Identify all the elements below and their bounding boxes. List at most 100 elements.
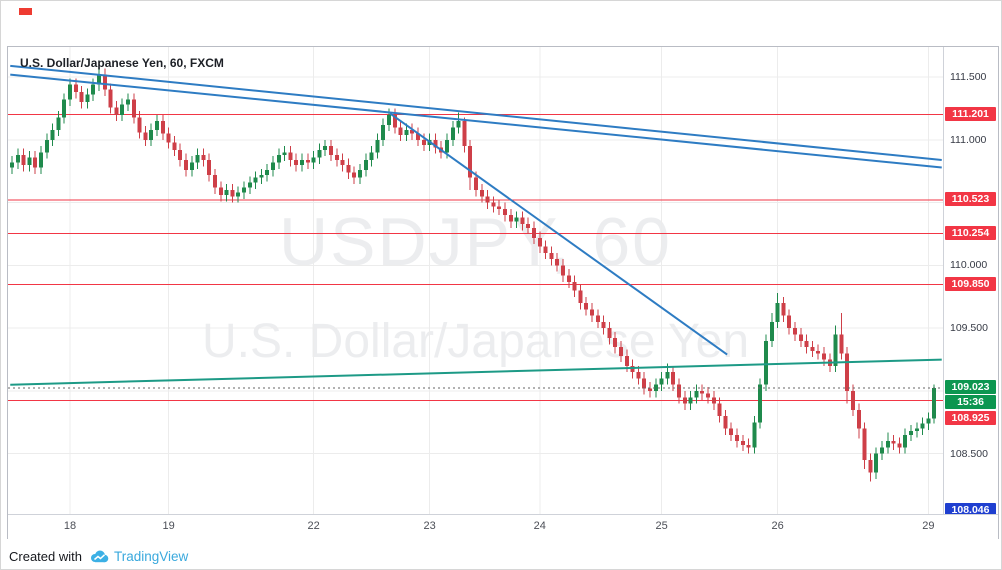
candle-body-down [601,321,606,329]
candle-body-down [810,347,815,351]
candlestick-chart[interactable] [8,47,943,514]
candle-body-up [758,384,763,423]
candle-body-down [305,159,310,163]
candle-body-down [392,114,397,128]
candle-body-down [33,157,38,168]
candle-body-up [752,422,757,448]
candle-body-up [317,149,322,158]
chart-plot[interactable]: USDJPY, 60 U.S. Dollar/Japanese Yen U.S.… [8,47,943,514]
candle-body-down [532,227,536,238]
candle-body-down [543,246,548,253]
countdown-badge[interactable]: 15:36 [945,395,996,410]
ascending-support-line[interactable] [10,358,942,386]
candle-body-down [160,121,165,134]
tradingview-logo[interactable]: TradingView [88,549,188,564]
candle-body-up [880,447,884,454]
candle-body-down [677,384,681,398]
candle-body-up [450,127,455,140]
candle-body-down [410,129,415,134]
candle-body-up [369,152,374,160]
candle-body-down [184,159,188,171]
candle-body-down [746,444,751,448]
candle-body-up [56,117,61,130]
candle-body-up [514,217,519,222]
price-level-badge[interactable]: 108.925 [945,411,996,426]
price-tick-label: 110.000 [950,259,988,272]
price-tick-label: 111.500 [950,71,987,84]
candle-body-up [242,187,246,193]
candle-body-up [926,418,931,424]
candle-body-up [85,94,90,103]
price-level-badge[interactable]: 109.850 [945,276,996,291]
candle-body-down [346,165,351,173]
candle-body-up [653,384,658,391]
time-axis-day-label: 18 [63,520,77,532]
low-price-badge[interactable]: 108.046 [945,503,996,518]
descending-trendline-1[interactable] [10,64,942,161]
candle-body-up [445,139,449,153]
candle-body-down [462,121,467,147]
candle-body-down [102,74,107,90]
candle-body-down [613,338,618,348]
candle-body-up [97,74,101,85]
candle-body-up [300,159,304,166]
candle-body-down [891,441,896,444]
price-level-badge[interactable]: 111.201 [945,107,996,122]
attribution-text: Created with [9,548,82,564]
candle-body-down [288,152,293,160]
price-level-badge[interactable]: 110.254 [945,226,996,241]
steep-descending-trendline[interactable] [389,112,728,356]
current-price-badge[interactable]: 109.023 [945,380,996,395]
candle-body-down [706,393,710,398]
candle-body-down [578,290,583,304]
candle-body-up [909,431,913,435]
candle-body-down [479,190,484,197]
price-tick-label: 108.500 [950,447,988,460]
candle-body-up [50,129,55,140]
candle-body-down [79,92,84,103]
candle-body-down [555,259,560,266]
price-tick-label: 109.500 [950,322,988,335]
candle-body-up [387,114,391,125]
candle-body-up [265,170,270,176]
candle-body-up [126,99,130,105]
price-level-badge[interactable]: 110.523 [945,192,996,207]
candle-body-down [398,127,403,135]
candle-body-down [642,378,647,389]
descending-trendline-2[interactable] [10,73,942,169]
candle-body-down [711,397,716,404]
candle-body-up [833,334,838,366]
candle-body-down [137,117,142,133]
candle-body-down [804,340,809,348]
candle-body-up [253,177,258,183]
candle-body-down [21,154,26,166]
chart-legend[interactable]: U.S. Dollar/Japanese Yen, 60, FXCM [20,56,224,70]
candle-body-down [624,355,629,366]
candle-body-up [404,129,409,135]
candle-body-down [549,252,554,260]
candle-body-down [108,89,113,108]
candle-body-down [607,328,612,339]
candle-body-down [503,208,507,216]
candle-body-down [329,146,333,155]
candle-body-down [793,328,797,335]
time-axis[interactable]: 18 19 22 23 24 25 26 29 [8,514,998,539]
candle-body-up [874,453,879,473]
price-axis[interactable]: 111.500 111.000 110.000 109.500 108.500 111.2… [943,47,998,538]
time-axis-day-label: 29 [922,520,935,532]
candle-body-down [717,403,722,417]
candle-body-down [798,334,803,341]
candle-body-up [44,139,49,153]
candle-body-down [485,196,490,203]
candle-body-down [73,84,78,93]
chart-card: USDJPY, 60 U.S. Dollar/Japanese Yen U.S.… [7,46,999,539]
candle-body-up [91,84,96,95]
candle-body-down [682,397,687,404]
candle-body-up [282,152,287,155]
candle-body-down [114,107,119,115]
candle-body-up [149,129,154,140]
candle-body-down [131,99,136,118]
candle-body-up [247,182,252,188]
candle-body-up [456,121,461,128]
